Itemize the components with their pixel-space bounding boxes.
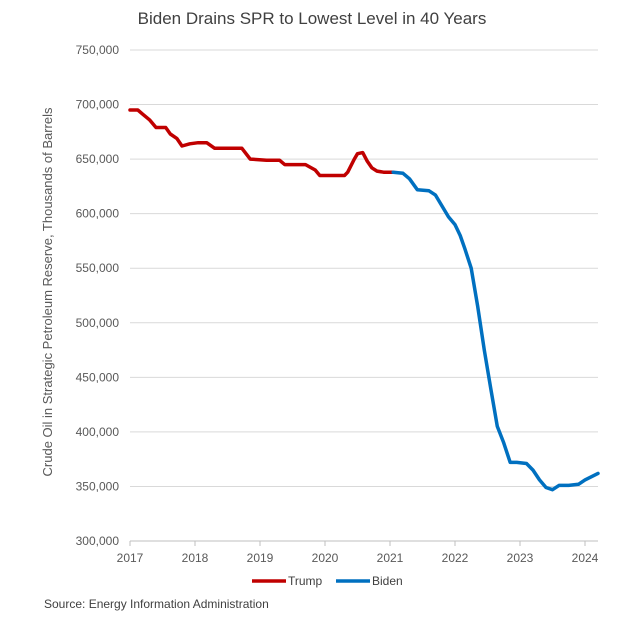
y-tick-label: 500,000: [76, 316, 120, 330]
x-tick-label: 2023: [507, 551, 534, 565]
gridlines: [130, 49, 598, 487]
y-tick-label: 300,000: [76, 534, 120, 548]
y-tick-label: 350,000: [76, 479, 120, 493]
y-tick-label: 550,000: [76, 261, 120, 275]
legend-label-trump: Trump: [288, 574, 323, 588]
x-tick-label: 2019: [247, 551, 274, 565]
y-axis-title: Crude Oil in Strategic Petroleum Reserve…: [40, 107, 55, 476]
y-tick-label: 450,000: [76, 370, 120, 384]
x-tick-label: 2021: [377, 551, 404, 565]
y-tick-label: 600,000: [76, 207, 120, 221]
x-tick-label: 2020: [312, 551, 339, 565]
y-tick-label: 650,000: [76, 152, 120, 166]
x-tick-label: 2018: [182, 551, 209, 565]
x-tick-label: 2017: [117, 551, 144, 565]
legend: Trump Biden: [252, 574, 403, 588]
series-line-trump: [128, 108, 395, 178]
series-line-biden: [391, 170, 600, 492]
y-axis-tick-labels: 300,000 350,000 400,000 450,000 500,000 550,0…: [76, 43, 120, 548]
x-axis-tick-labels: 2017 2018 2019 2020 2021 2022 2023 2024: [117, 541, 599, 565]
y-tick-label: 400,000: [76, 425, 120, 439]
source-note: Source: Energy Information Administratio…: [44, 597, 269, 611]
legend-label-biden: Biden: [372, 574, 403, 588]
series-lines: [128, 108, 600, 492]
x-tick-label: 2022: [442, 551, 469, 565]
y-tick-label: 750,000: [76, 43, 120, 57]
y-tick-label: 700,000: [76, 98, 120, 112]
chart-title: Biden Drains SPR to Lowest Level in 40 Y…: [137, 9, 487, 28]
x-tick-label: 2024: [572, 551, 599, 565]
